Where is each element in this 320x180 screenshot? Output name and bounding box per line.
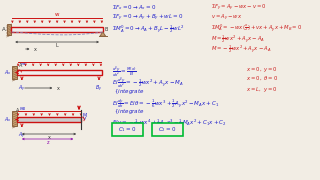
- Bar: [17, 70, 102, 75]
- Text: $EI\frac{d^2y}{dx^2}=-\frac{1}{2}wx^2+A_yx-M_A$: $EI\frac{d^2y}{dx^2}=-\frac{1}{2}wx^2+A_…: [112, 76, 184, 91]
- Text: A: A: [2, 27, 6, 32]
- Text: $\Sigma F_x=0\rightarrow A_x=0$: $\Sigma F_x=0\rightarrow A_x=0$: [112, 3, 156, 12]
- Text: w: w: [55, 12, 60, 17]
- Text: $\{$integrate: $\{$integrate: [114, 87, 145, 96]
- Text: $M=\frac{1}{2}wx^2+A_yx-A_A$: $M=\frac{1}{2}wx^2+A_yx-A_A$: [211, 33, 265, 45]
- Text: $A_y$: $A_y$: [18, 84, 26, 94]
- Text: $A_x$: $A_x$: [4, 68, 12, 77]
- Text: z: z: [46, 140, 49, 145]
- Text: $\frac{d^2y}{dx^2}=\frac{M(x)}{EI}$: $\frac{d^2y}{dx^2}=\frac{M(x)}{EI}$: [112, 65, 137, 80]
- Text: $M_A$: $M_A$: [20, 60, 27, 68]
- Bar: [17, 117, 81, 122]
- Text: $B_y$: $B_y$: [95, 84, 103, 94]
- Bar: [12, 111, 17, 126]
- Text: $\Sigma M_A^0=-wx(\frac{x}{2})+vx+A_yx+M_B=0$: $\Sigma M_A^0=-wx(\frac{x}{2})+vx+A_yx+M…: [211, 23, 303, 34]
- Text: $EI\frac{dy}{dx}=EI\theta=-\frac{1}{6}wx^3+\frac{1}{2}A_yx^2-M_Ax+C_1$: $EI\frac{dy}{dx}=EI\theta=-\frac{1}{6}wx…: [112, 97, 220, 110]
- Text: x: x: [34, 46, 37, 51]
- Text: $v=A_y-wx$: $v=A_y-wx$: [211, 13, 243, 23]
- Text: $x=0,\ y=0$: $x=0,\ y=0$: [246, 65, 277, 74]
- Text: $A_y$: $A_y$: [18, 131, 26, 141]
- Text: A: A: [16, 108, 19, 113]
- Text: $x=0,\ \theta=0$: $x=0,\ \theta=0$: [246, 75, 278, 82]
- Text: $A_x$: $A_x$: [4, 115, 12, 124]
- Text: L: L: [56, 43, 59, 48]
- Text: $M_A$: $M_A$: [19, 105, 26, 113]
- Text: $\Sigma F_y=A_y-wx-v=0$: $\Sigma F_y=A_y-wx-v=0$: [211, 3, 267, 13]
- Text: x: x: [48, 135, 51, 140]
- Text: $EIy=-\frac{1}{24}wx^4+\frac{1}{6}A_yx^3-\frac{1}{2}M_Ax^2+C_1x+C_2$: $EIy=-\frac{1}{24}wx^4+\frac{1}{6}A_yx^3…: [112, 117, 227, 129]
- Text: $x=L,\ y=0$: $x=L,\ y=0$: [246, 85, 277, 94]
- Text: $\Sigma F_y=0\rightarrow A_y+B_y+wL=0$: $\Sigma F_y=0\rightarrow A_y+B_y+wL=0$: [112, 13, 184, 23]
- Text: $M=-\frac{1}{2}wx^2+A_yx-A_A$: $M=-\frac{1}{2}wx^2+A_yx-A_A$: [211, 43, 272, 55]
- Text: v: v: [83, 116, 86, 122]
- Text: M: M: [83, 113, 87, 118]
- Text: A: A: [19, 63, 22, 68]
- Text: x: x: [57, 86, 60, 91]
- Text: $C_1=0$: $C_1=0$: [118, 125, 137, 134]
- Bar: [7, 24, 12, 35]
- Bar: [12, 66, 17, 79]
- Bar: [12, 27, 103, 32]
- Text: $\{$integrate: $\{$integrate: [114, 107, 145, 116]
- Bar: [152, 123, 183, 136]
- Text: B: B: [105, 27, 108, 32]
- Text: $C_2=0$: $C_2=0$: [158, 125, 177, 134]
- Polygon shape: [100, 32, 106, 36]
- Text: $\Sigma M_A^0=0\rightarrow A_A+B_yL-\frac{1}{2}wL^2$: $\Sigma M_A^0=0\rightarrow A_A+B_yL-\fra…: [112, 23, 185, 35]
- Bar: [112, 123, 143, 136]
